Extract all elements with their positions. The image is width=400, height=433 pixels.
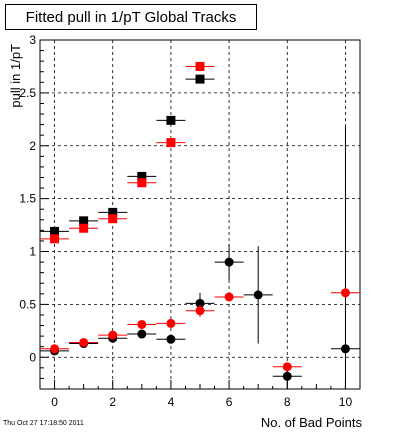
data-point-circle <box>50 344 60 354</box>
data-point-square <box>79 216 89 226</box>
plot-frame <box>39 39 361 390</box>
y-tick-label: 0 <box>29 350 36 364</box>
data-point-circle <box>108 330 118 340</box>
marks-layer <box>40 61 360 389</box>
data-point-circle <box>137 319 147 329</box>
x-tick-label: 8 <box>284 395 291 409</box>
y-axis-label: pull in 1/pT <box>8 44 23 108</box>
data-point-circle <box>166 334 176 344</box>
y-tick-label: 0.5 <box>19 297 36 311</box>
y-tick-label: 2.5 <box>19 86 36 100</box>
y-tick-label: 1.5 <box>19 192 36 206</box>
data-point-square <box>166 138 176 148</box>
data-point-circle <box>340 288 350 298</box>
data-point-circle <box>282 371 292 381</box>
data-point-circle <box>79 337 89 347</box>
data-point-square <box>79 223 89 233</box>
grid-layer <box>40 39 360 389</box>
x-axis-label: No. of Bad Points <box>261 415 363 430</box>
data-point-square <box>50 226 60 236</box>
data-point-square <box>108 214 118 224</box>
data-point-circle <box>195 306 205 316</box>
x-tick-label: 0 <box>51 395 58 409</box>
x-tick-label: 6 <box>226 395 233 409</box>
data-point-square <box>108 207 118 217</box>
data-point-circle <box>282 362 292 372</box>
x-tick-label: 10 <box>339 395 353 409</box>
data-point-square <box>166 115 176 125</box>
data-point-circle <box>137 329 147 339</box>
data-point-circle <box>195 298 205 308</box>
data-point-circle <box>340 344 350 354</box>
data-point-circle <box>253 290 263 300</box>
chart-title: Fitted pull in 1/pT Global Tracks <box>5 4 257 30</box>
data-point-circle <box>224 292 234 302</box>
y-tick-label: 1 <box>29 245 36 259</box>
y-tick-label: 2 <box>29 139 36 153</box>
x-tick-label: 4 <box>168 395 175 409</box>
data-point-square <box>137 171 147 181</box>
data-point-square <box>195 61 205 71</box>
frame-layer <box>39 39 361 390</box>
data-point-circle <box>166 318 176 328</box>
tick-layer: 0 2 4 6 8 10 0 0.5 1 1.5 2 2.5 3 <box>19 33 361 409</box>
timestamp: Thu Oct 27 17:18:50 2011 <box>3 420 84 427</box>
data-point-circle <box>224 257 234 267</box>
data-point-square <box>195 74 205 84</box>
data-point-square <box>137 178 147 188</box>
data-point-square <box>50 234 60 244</box>
x-tick-label: 2 <box>109 395 116 409</box>
chart-title-text: Fitted pull in 1/pT Global Tracks <box>25 8 237 26</box>
y-tick-label: 3 <box>29 33 36 47</box>
